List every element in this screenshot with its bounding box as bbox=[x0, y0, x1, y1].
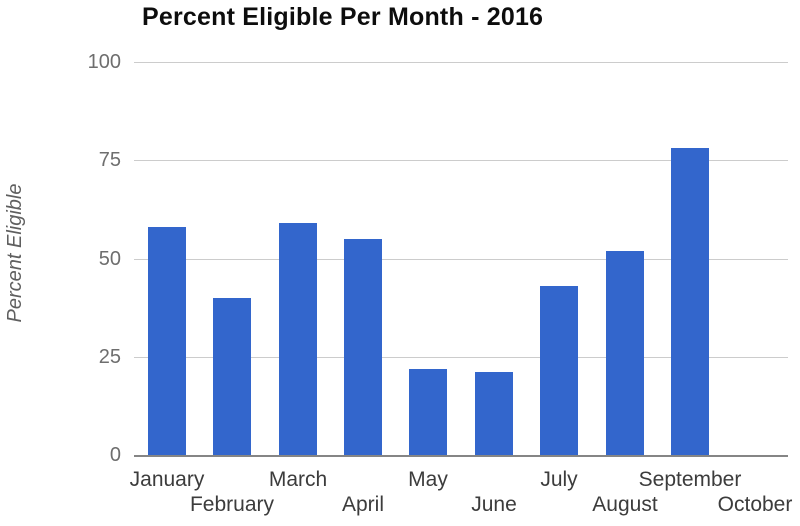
x-tick-label-june: June bbox=[471, 493, 517, 516]
y-tick-label-100: 100 bbox=[87, 51, 121, 73]
x-tick-label-march: March bbox=[268, 468, 328, 491]
bar-january bbox=[148, 227, 186, 455]
x-tick-label-april: April bbox=[341, 493, 385, 516]
y-tick-label-0: 0 bbox=[109, 444, 121, 466]
gridline-100 bbox=[134, 62, 788, 63]
y-tick-label-25: 25 bbox=[98, 346, 121, 368]
x-tick-label-february: February bbox=[189, 493, 275, 516]
gridline-75 bbox=[134, 160, 788, 161]
bar-may bbox=[409, 369, 447, 455]
x-tick-label-may: May bbox=[408, 468, 448, 491]
bar-august bbox=[606, 251, 644, 455]
gridline-50 bbox=[134, 259, 788, 260]
bar-june bbox=[475, 372, 513, 455]
bar-april bbox=[344, 239, 382, 455]
x-tick-label-august: August bbox=[592, 493, 658, 516]
bar-february bbox=[213, 298, 251, 455]
plot-area bbox=[134, 62, 788, 457]
y-tick-label-50: 50 bbox=[98, 248, 121, 270]
y-tick-label-75: 75 bbox=[98, 149, 121, 171]
bar-july bbox=[540, 286, 578, 455]
bar-march bbox=[279, 223, 317, 455]
bar-september bbox=[671, 148, 709, 455]
chart-title: Percent Eligible Per Month - 2016 bbox=[142, 3, 544, 31]
gridline-25 bbox=[134, 357, 788, 358]
x-tick-label-july: July bbox=[540, 468, 578, 491]
x-tick-label-september: September bbox=[638, 468, 742, 491]
x-tick-label-october: October bbox=[717, 493, 793, 516]
x-tick-label-january: January bbox=[129, 468, 205, 491]
x-axis-line bbox=[134, 455, 788, 457]
